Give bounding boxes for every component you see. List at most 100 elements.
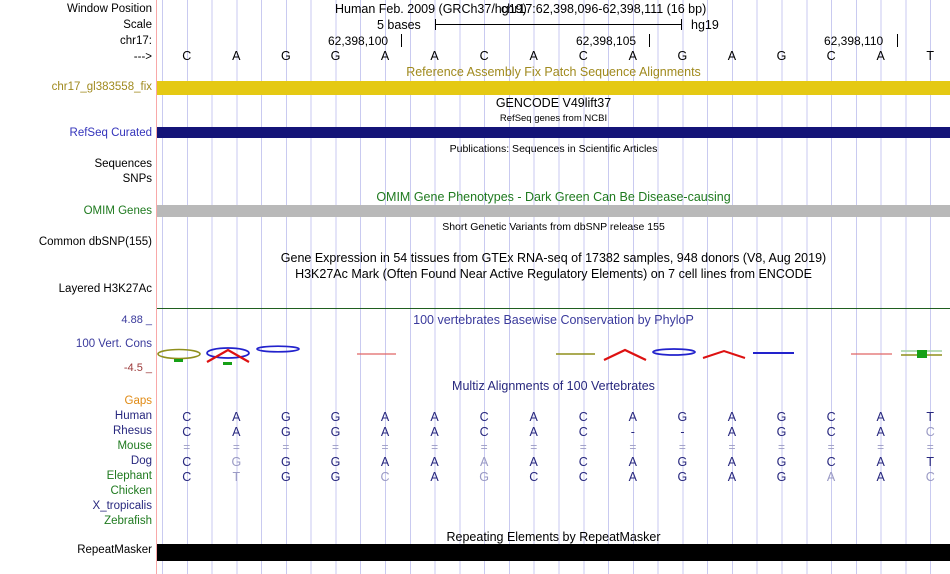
label-snps[interactable]: SNPs xyxy=(122,173,152,185)
species-base: = xyxy=(827,440,835,454)
label-species-rhesus[interactable]: Rhesus xyxy=(113,425,152,437)
ruler-tick-mark-2 xyxy=(649,34,650,47)
label-strand: ---> xyxy=(133,51,152,63)
phylop-wiggle-glyphs xyxy=(157,345,942,365)
species-base: G xyxy=(776,455,787,469)
phylop-conservation-plot[interactable] xyxy=(157,338,950,370)
sequence-base: C xyxy=(479,49,489,63)
title-repeatmasker: Repeating Elements by RepeatMasker xyxy=(446,530,661,544)
species-base: C xyxy=(182,425,192,439)
label-common-dbsnp[interactable]: Common dbSNP(155) xyxy=(38,236,152,248)
species-base: G xyxy=(330,470,341,484)
species-base: G xyxy=(776,410,787,424)
label-layered-h3k27ac[interactable]: Layered H3K27Ac xyxy=(58,283,152,295)
sequence-base: G xyxy=(776,49,787,63)
label-100-vert-cons[interactable]: 100 Vert. Cons xyxy=(75,338,152,350)
label-omim-genes[interactable]: OMIM Genes xyxy=(83,205,152,217)
species-base: T xyxy=(926,455,935,469)
sequence-base: T xyxy=(926,49,935,63)
species-base: G xyxy=(677,410,688,424)
label-chrom: chr17: xyxy=(120,35,152,47)
species-base: = xyxy=(629,440,637,454)
species-base: A xyxy=(876,470,885,484)
species-base: A xyxy=(727,425,737,439)
species-base: A xyxy=(232,425,241,439)
sequence-base: C xyxy=(182,49,192,63)
label-species-chicken[interactable]: Chicken xyxy=(110,485,152,497)
species-base: C xyxy=(925,425,935,439)
position-text: chr17:62,398,096-62,398,111 (16 bp) xyxy=(501,2,707,16)
title-gencode: GENCODE V49lift37 xyxy=(495,96,612,110)
species-base: C xyxy=(578,470,588,484)
label-species-mouse[interactable]: Mouse xyxy=(117,440,152,452)
species-base: G xyxy=(330,455,341,469)
sequence-base: C xyxy=(578,49,588,63)
species-base: A xyxy=(628,470,638,484)
species-row[interactable] xyxy=(157,485,950,500)
sequence-base: A xyxy=(380,49,390,63)
species-base: - xyxy=(680,425,685,439)
species-base: G xyxy=(330,425,341,439)
species-base: A xyxy=(529,425,538,439)
sequence-base: A xyxy=(727,49,737,63)
species-base: = xyxy=(183,440,191,454)
species-base: = xyxy=(381,440,389,454)
species-base: G xyxy=(281,455,291,469)
species-base: = xyxy=(728,440,736,454)
species-base: C xyxy=(578,455,588,469)
label-species-human[interactable]: Human xyxy=(114,410,152,422)
species-base: = xyxy=(778,440,786,454)
species-base: G xyxy=(330,410,341,424)
species-base: = xyxy=(331,440,339,454)
species-row[interactable]: = = = = = = = = = = = = = = = = xyxy=(157,440,950,455)
scale-label: 5 bases xyxy=(377,18,421,32)
species-row[interactable] xyxy=(157,500,950,515)
title-multiz: Multiz Alignments of 100 Vertebrates xyxy=(452,379,655,393)
repeatmasker-bar[interactable] xyxy=(157,544,950,561)
label-data-divider xyxy=(156,0,157,574)
title-dbsnp: Short Genetic Variants from dbSNP releas… xyxy=(442,221,665,233)
title-omim: OMIM Gene Phenotypes - Dark Green Can Be… xyxy=(376,190,731,204)
species-base: C xyxy=(182,455,192,469)
refseq-curated-bar[interactable] xyxy=(157,127,950,138)
species-base: C xyxy=(479,425,489,439)
label-sequences[interactable]: Sequences xyxy=(94,158,152,170)
species-base: G xyxy=(231,455,242,469)
label-species-elephant[interactable]: Elephant xyxy=(106,470,152,482)
omim-genes-bar[interactable] xyxy=(157,205,950,217)
label-window-position: Window Position xyxy=(66,3,152,15)
species-base: A xyxy=(380,410,390,424)
species-base: A xyxy=(529,455,538,469)
scale-bar-right-cap xyxy=(681,19,682,30)
species-base: C xyxy=(578,425,588,439)
sequence-base: G xyxy=(330,49,341,63)
species-base: C xyxy=(925,470,935,484)
label-fix-patch[interactable]: chr17_gl383558_fix xyxy=(51,81,152,93)
label-species-zebrafish[interactable]: Zebrafish xyxy=(104,515,152,527)
db-label: hg19 xyxy=(691,18,719,32)
label-species-xtropicalis[interactable]: X_tropicalis xyxy=(92,500,152,512)
species-base: T xyxy=(926,410,935,424)
species-base: A xyxy=(876,425,885,439)
species-base: A xyxy=(876,455,885,469)
species-base: A xyxy=(479,455,489,469)
label-repeatmasker[interactable]: RepeatMasker xyxy=(77,544,152,556)
species-base: G xyxy=(677,455,688,469)
sequence-base: A xyxy=(529,49,538,63)
assembly-title: Human Feb. 2009 (GRCh37/hg19) xyxy=(335,2,527,16)
species-base: A xyxy=(529,410,538,424)
species-base: A xyxy=(430,470,439,484)
label-gaps[interactable]: Gaps xyxy=(124,395,153,407)
label-refseq-curated[interactable]: RefSeq Curated xyxy=(69,127,152,139)
species-base: A xyxy=(628,455,638,469)
species-base: C xyxy=(479,410,489,424)
species-row[interactable] xyxy=(157,515,950,530)
label-species-dog[interactable]: Dog xyxy=(130,455,152,467)
species-base: G xyxy=(776,425,787,439)
fix-patch-bar[interactable] xyxy=(157,81,950,95)
